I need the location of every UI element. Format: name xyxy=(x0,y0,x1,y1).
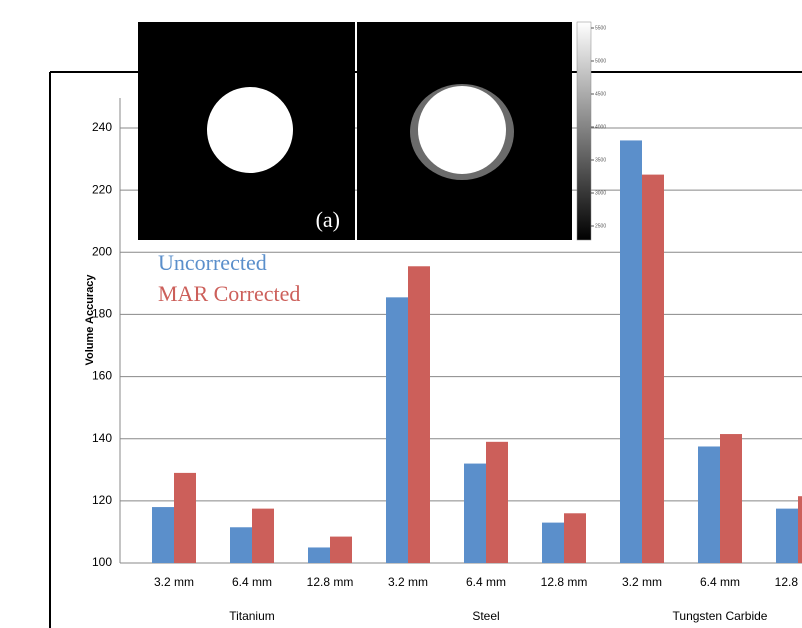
y-tick-label: 160 xyxy=(92,369,112,383)
colorbar-tick-label: 2500 xyxy=(595,223,606,229)
inset-label: (a) xyxy=(316,207,340,232)
inset-label: (b) xyxy=(544,207,570,232)
bar xyxy=(564,513,586,563)
bar xyxy=(486,442,508,563)
bar xyxy=(308,547,330,563)
bar xyxy=(230,527,252,563)
group-label: Steel xyxy=(472,609,499,623)
colorbar xyxy=(577,22,591,240)
y-tick-label: 180 xyxy=(92,307,112,321)
bar xyxy=(798,496,802,563)
y-tick-label: 220 xyxy=(92,182,112,196)
insets: (a) (b) 5500 5000 4500 4000 3500 3000 2500 xyxy=(138,22,606,240)
inset-a-disc xyxy=(207,87,293,173)
bar xyxy=(386,297,408,563)
bar xyxy=(252,509,274,563)
colorbar-tick-label: 5500 xyxy=(595,25,606,31)
colorbar-tick-label: 3000 xyxy=(595,190,606,196)
bar xyxy=(464,464,486,563)
y-tick-label: 100 xyxy=(92,555,112,569)
bar xyxy=(408,266,430,563)
colorbar-tick-label: 5000 xyxy=(595,58,606,64)
bar xyxy=(152,507,174,563)
legend-entry: Uncorrected xyxy=(158,250,267,275)
group-label: Titanium xyxy=(229,609,275,623)
group-label: Tungsten Carbide xyxy=(673,609,768,623)
x-tick-label: 12.8 mm xyxy=(307,575,354,589)
y-tick-label: 120 xyxy=(92,493,112,507)
bar xyxy=(620,140,642,563)
inset-b-disc xyxy=(418,86,506,174)
y-tick-label: 240 xyxy=(92,120,112,134)
bar xyxy=(720,434,742,563)
x-tick-label: 6.4 mm xyxy=(466,575,506,589)
bar xyxy=(698,446,720,563)
y-tick-label: 140 xyxy=(92,431,112,445)
bar xyxy=(542,523,564,563)
bar xyxy=(642,175,664,563)
colorbar-tick-label: 4000 xyxy=(595,124,606,130)
x-tick-label: 12.8 mm xyxy=(775,575,802,589)
x-tick-label: 3.2 mm xyxy=(388,575,428,589)
x-tick-label: 3.2 mm xyxy=(622,575,662,589)
bar xyxy=(776,509,798,563)
y-tick-label: 200 xyxy=(92,244,112,258)
x-tick-label: 6.4 mm xyxy=(232,575,272,589)
chart: Volume Accuracy 100120140160180200220240… xyxy=(0,0,802,628)
x-tick-label: 3.2 mm xyxy=(154,575,194,589)
legend-entry: MAR Corrected xyxy=(158,281,300,306)
colorbar-tick-label: 4500 xyxy=(595,91,606,97)
x-tick-label: 6.4 mm xyxy=(700,575,740,589)
x-tick-label: 12.8 mm xyxy=(541,575,588,589)
bar xyxy=(330,537,352,563)
colorbar-tick-label: 3500 xyxy=(595,157,606,163)
bar xyxy=(174,473,196,563)
